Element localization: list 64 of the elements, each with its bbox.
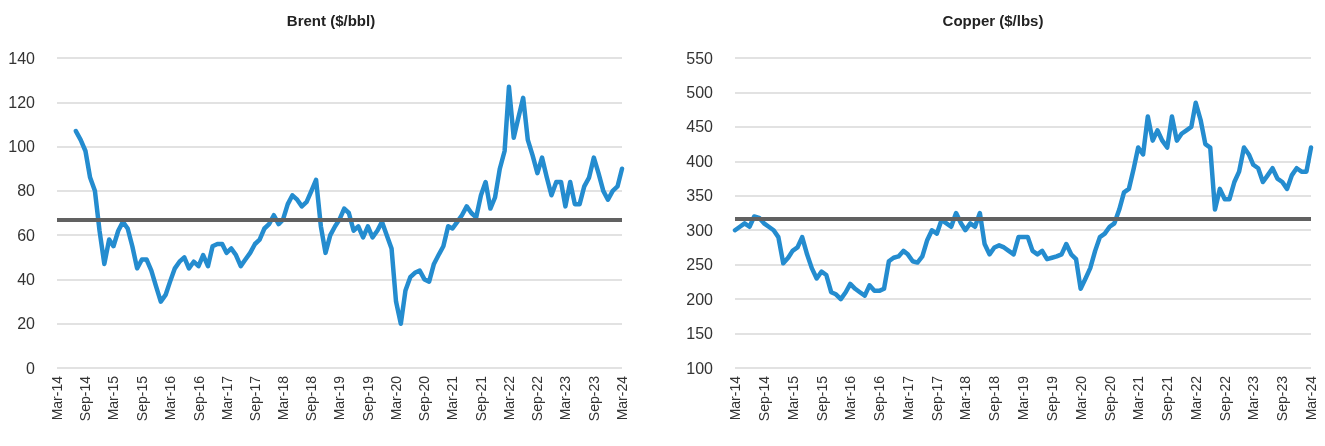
x-tick-label: Mar-20: [1072, 375, 1089, 421]
x-tick-label: Sep-15: [813, 375, 830, 422]
x-tick-label: Sep-18: [303, 375, 320, 422]
x-tick-label: Mar-24: [614, 375, 630, 421]
x-tick-label: Sep-14: [77, 375, 94, 422]
y-tick-label: 450: [686, 118, 714, 136]
chart-title: Copper ($/lbs): [942, 12, 1044, 29]
x-tick-label: Sep-21: [1159, 375, 1176, 422]
y-tick-label: 350: [686, 187, 714, 205]
x-tick-label: Mar-23: [557, 375, 574, 421]
y-tick-label: 500: [686, 83, 714, 101]
x-tick-label: Mar-19: [331, 375, 348, 421]
x-tick-label: Mar-14: [49, 375, 65, 421]
y-tick-label: 550: [686, 49, 714, 67]
x-tick-label: Mar-15: [784, 375, 801, 421]
x-tick-label: Sep-17: [928, 375, 945, 422]
x-tick-label: Mar-17: [899, 375, 916, 421]
y-tick-label: 100: [8, 138, 36, 156]
x-tick-label: Sep-23: [1274, 375, 1291, 422]
x-tick-label: Mar-19: [1014, 375, 1031, 421]
y-tick-label: 80: [17, 182, 36, 200]
y-tick-label: 200: [686, 290, 714, 308]
x-tick-label: Sep-21: [472, 375, 489, 422]
x-tick-label: Sep-16: [871, 375, 888, 422]
x-tick-label: Mar-20: [388, 375, 405, 421]
x-tick-label: Mar-18: [274, 375, 291, 421]
x-tick-label: Mar-16: [162, 375, 179, 421]
x-tick-label: Sep-22: [1216, 375, 1233, 422]
x-tick-label: Mar-16: [842, 375, 859, 421]
x-tick-label: Sep-20: [416, 375, 433, 422]
x-tick-label: Mar-22: [1187, 375, 1204, 421]
y-tick-label: 0: [26, 359, 36, 377]
line-series: [73, 84, 625, 326]
x-tick-label: Sep-17: [246, 375, 263, 422]
line-series: [732, 100, 1314, 302]
x-tick-label: Sep-14: [756, 375, 773, 422]
y-tick-label: 120: [8, 93, 36, 111]
chart-title: Brent ($/bbl): [286, 12, 376, 29]
x-tick-label: Sep-19: [359, 375, 376, 422]
x-tick-label: Sep-22: [529, 375, 546, 422]
y-tick-label: 150: [686, 325, 714, 343]
x-tick-label: Mar-21: [444, 375, 461, 421]
y-tick-label: 250: [686, 256, 714, 274]
x-tick-label: Mar-24: [1303, 375, 1319, 421]
y-tick-label: 60: [17, 226, 36, 244]
y-tick-label: 140: [8, 49, 36, 67]
y-tick-label: 300: [686, 221, 714, 239]
x-tick-label: Mar-15: [105, 375, 122, 421]
x-tick-label: Sep-16: [190, 375, 207, 422]
y-tick-label: 40: [17, 270, 36, 288]
x-tick-label: Mar-23: [1245, 375, 1262, 421]
x-tick-label: Mar-17: [218, 375, 235, 421]
x-tick-label: Mar-14: [727, 375, 743, 421]
y-tick-label: 100: [686, 359, 714, 377]
x-tick-label: Sep-20: [1101, 375, 1118, 422]
x-tick-label: Mar-21: [1130, 375, 1147, 421]
x-tick-label: Mar-22: [500, 375, 517, 421]
x-tick-label: Sep-15: [133, 375, 150, 422]
x-tick-label: Sep-19: [1043, 375, 1060, 422]
y-tick-label: 20: [17, 315, 36, 333]
y-tick-label: 400: [686, 152, 714, 170]
x-tick-label: Sep-18: [986, 375, 1003, 422]
x-tick-label: Sep-23: [585, 375, 602, 422]
x-tick-label: Mar-18: [957, 375, 974, 421]
